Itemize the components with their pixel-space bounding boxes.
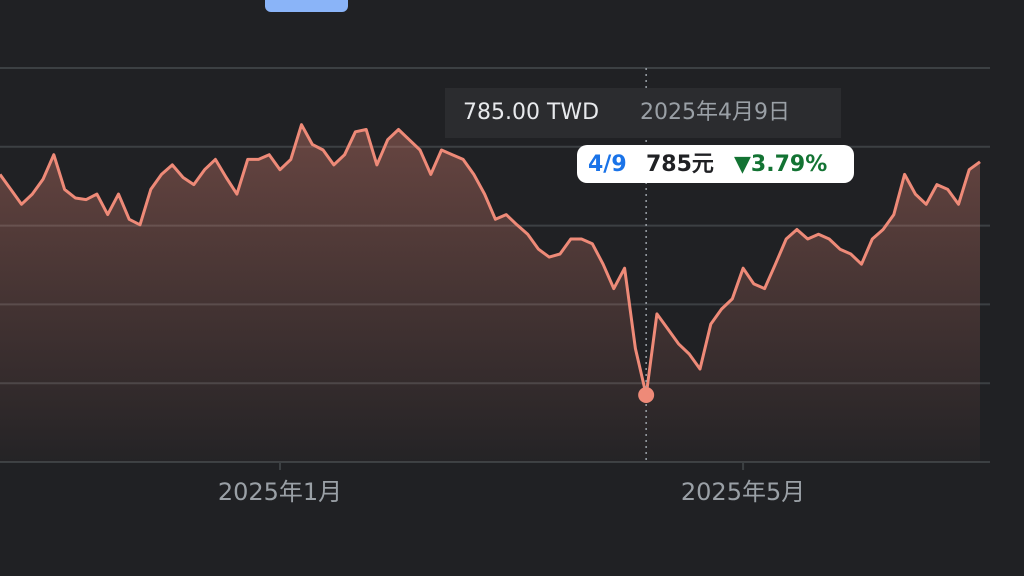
pill-date: 4/9	[588, 152, 627, 177]
tooltip-date: 2025年4月9日	[640, 100, 790, 125]
area	[0, 124, 980, 462]
line	[0, 123, 981, 397]
tab-indicator[interactable]	[265, 0, 348, 12]
x-tick-label: 2025年5月	[681, 478, 805, 506]
tooltip-pill	[577, 145, 854, 183]
tooltip-price: 785.00 TWD	[463, 100, 599, 125]
pill-price: 785元	[646, 152, 714, 177]
x-tick-label: 2025年1月	[218, 478, 342, 506]
tooltip: 785.00 TWD 2025年4月9日 4/9 785元 ▼3.79%	[445, 88, 854, 183]
pill-change: ▼3.79%	[734, 152, 827, 177]
highlight-point	[638, 387, 655, 404]
tooltip-box	[445, 88, 841, 138]
